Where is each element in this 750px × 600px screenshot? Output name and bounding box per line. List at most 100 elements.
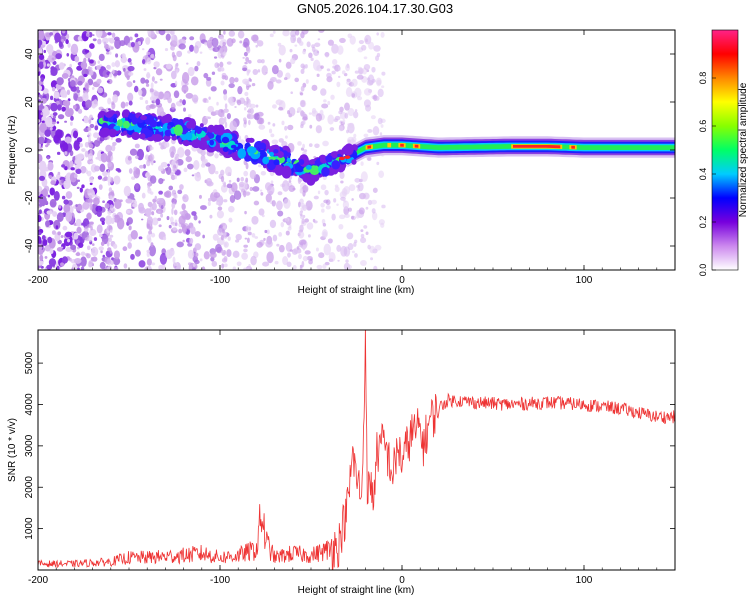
noise-speckle (189, 226, 196, 235)
noise-speckle (315, 125, 322, 134)
noise-speckle (169, 216, 174, 223)
noise-speckle (41, 116, 47, 121)
noise-speckle (342, 200, 350, 210)
noise-speckle (348, 207, 352, 212)
noise-speckle (348, 184, 356, 192)
noise-speckle (221, 249, 227, 256)
noise-speckle (97, 60, 101, 64)
noise-speckle (76, 137, 83, 143)
noise-speckle (70, 43, 79, 56)
noise-speckle (102, 171, 108, 177)
noise-speckle (139, 164, 144, 169)
noise-speckle (191, 211, 197, 216)
noise-speckle (46, 156, 50, 160)
noise-speckle (340, 196, 346, 201)
noise-speckle (300, 100, 306, 108)
noise-speckle (165, 167, 169, 171)
noise-speckle (42, 188, 48, 197)
noise-speckle (87, 78, 94, 86)
noise-speckle (189, 44, 194, 52)
noise-speckle (127, 65, 135, 72)
ridge-yellow (387, 143, 392, 148)
noise-speckle (305, 200, 313, 211)
snr-x-tick-label: -100 (210, 575, 230, 586)
noise-speckle (341, 70, 346, 75)
noise-speckle (87, 126, 92, 131)
noise-speckle (129, 148, 138, 156)
noise-speckle (45, 109, 50, 116)
noise-speckle (101, 220, 105, 225)
noise-speckle (298, 201, 301, 208)
noise-speckle (249, 186, 254, 192)
noise-speckle (181, 84, 189, 93)
noise-speckle (126, 209, 131, 214)
noise-speckle (338, 125, 344, 132)
noise-speckle (91, 87, 95, 90)
noise-speckle (221, 263, 225, 269)
noise-speckle (327, 238, 333, 244)
noise-speckle (300, 85, 305, 92)
noise-speckle (237, 85, 243, 95)
noise-speckle (213, 192, 221, 198)
ridge-blob (269, 151, 274, 157)
noise-speckle (160, 111, 167, 116)
noise-speckle (168, 224, 172, 229)
noise-speckle (156, 197, 164, 204)
noise-speckle (77, 267, 80, 270)
noise-speckle (114, 214, 118, 219)
noise-speckle (307, 234, 311, 238)
noise-speckle (65, 39, 69, 45)
spectrogram-y-tick-label: 40 (24, 48, 35, 60)
noise-speckle (58, 204, 62, 209)
noise-speckle (125, 101, 129, 107)
noise-speckle (174, 222, 178, 227)
noise-speckle (300, 110, 304, 117)
noise-speckle (259, 189, 263, 192)
noise-speckle (131, 176, 136, 180)
ridge-red (513, 145, 561, 149)
noise-speckle (178, 215, 186, 225)
noise-speckle (351, 215, 355, 220)
noise-speckle (89, 43, 95, 50)
noise-speckle (93, 139, 101, 147)
noise-speckle (160, 213, 164, 218)
noise-speckle (171, 202, 176, 209)
noise-speckle (107, 97, 112, 105)
noise-speckle (42, 88, 49, 94)
noise-speckle (312, 59, 321, 71)
noise-speckle (49, 248, 54, 255)
noise-speckle (109, 234, 114, 238)
noise-speckle (146, 159, 151, 167)
noise-speckle (333, 198, 337, 203)
snr-x-label: Height of straight line (km) (298, 585, 415, 596)
noise-speckle (299, 239, 307, 246)
noise-speckle (241, 252, 249, 260)
noise-speckle (89, 182, 93, 186)
noise-speckle (203, 72, 209, 79)
noise-speckle (39, 160, 47, 173)
noise-speckle (140, 77, 146, 84)
noise-speckle (298, 229, 304, 233)
snr-y-tick-label: 5000 (24, 352, 35, 375)
noise-speckle (38, 209, 42, 214)
noise-speckle (109, 229, 113, 234)
noise-speckle (245, 56, 250, 63)
noise-speckle (38, 153, 43, 164)
noise-speckle (377, 88, 384, 98)
noise-speckle (55, 53, 62, 60)
noise-speckle (246, 70, 250, 76)
noise-speckle (146, 57, 152, 65)
ridge-blob (152, 133, 163, 142)
ridge-red (367, 145, 372, 149)
noise-speckle (44, 255, 48, 259)
noise-speckle (216, 210, 224, 219)
snr-x-tick-label: 100 (576, 575, 593, 586)
ridge-blob (185, 132, 193, 141)
noise-speckle (270, 180, 274, 184)
noise-speckle (356, 74, 364, 80)
noise-speckle (196, 61, 201, 67)
noise-speckle (221, 114, 225, 118)
noise-speckle (367, 129, 373, 133)
noise-speckle (80, 266, 85, 270)
noise-speckle (265, 193, 272, 203)
